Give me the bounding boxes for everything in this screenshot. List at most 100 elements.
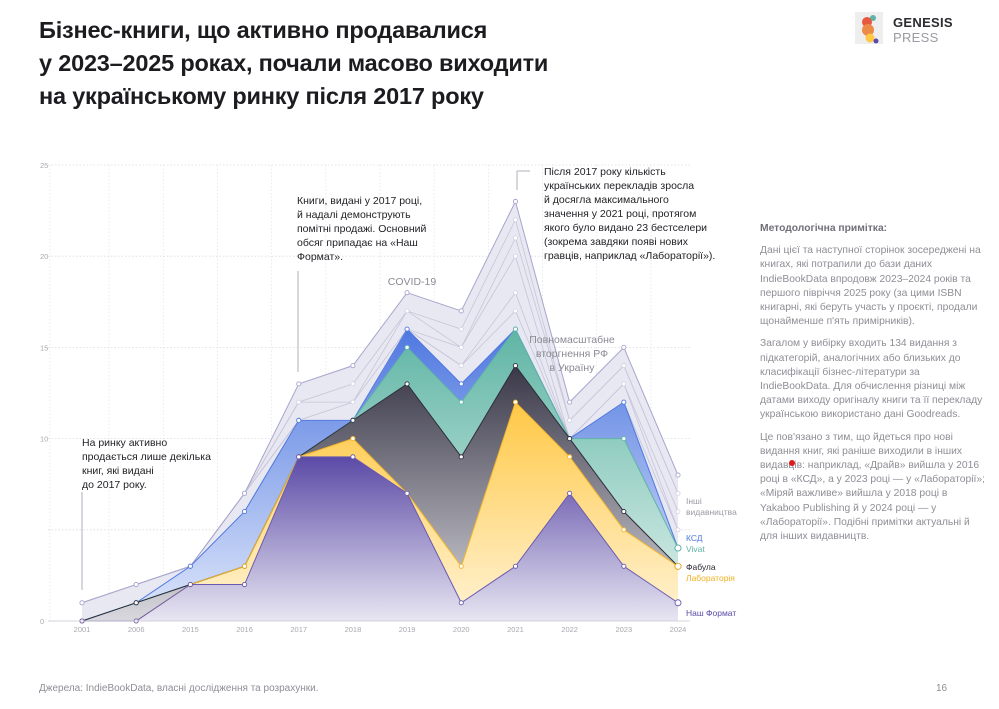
point-other-publisher [404,308,410,314]
line-Фабула [81,364,679,622]
point-Фабула [133,600,139,606]
genesis-press-logo: GENESIS PRESS [855,12,995,48]
point-other-publisher [621,363,627,368]
point-КСД [296,417,302,423]
point-Vivat [512,326,519,332]
annotation-line: продається лише декілька [82,451,211,463]
point-Інші видавництва [296,381,302,387]
legend-label-laboratoria: Лабораторія [686,573,735,583]
x-tick-label: 2006 [128,625,145,634]
x-tick-label: 2019 [399,625,416,634]
methodology-paragraph: Дані цієї та наступної сторінок зосередж… [760,245,981,328]
point-Лабораторія [350,436,356,442]
point-Фабула [621,509,627,515]
annotation-line: гравців, наприклад «Лабораторії»). [544,250,716,262]
point-Лабораторія [674,562,682,570]
point-КСД [458,381,464,387]
point-Фабула [512,363,519,369]
annotation-line: книг, які видані [82,465,154,477]
point-КСД [241,509,248,515]
lines [81,200,679,622]
annotation-line: обсяг припадає на «Наш [297,237,418,249]
point-Фабула [350,417,356,423]
annotation-line: Після 2017 року кількість [544,166,666,178]
annotation-covid: COVID-19 [387,276,437,288]
annotation-line: до 2017 року. [82,479,147,491]
points [79,198,682,624]
point-Наш Формат [241,581,248,588]
point-Інші видавництва [350,363,356,369]
point-Інші видавництва [675,472,681,478]
point-Інші видавництва [133,581,139,588]
logo-text-genesis: GENESIS [893,15,953,30]
point-Наш Формат [296,454,302,460]
point-other-publisher [458,345,464,350]
annotation-pre-2017: На ринку активно продається лише декільк… [82,436,211,492]
point-Інші видавництва [512,198,519,205]
x-tick-label: 2001 [74,625,91,634]
line-Інші видавництва [81,200,679,604]
x-tick-label: 2020 [453,625,470,634]
point-Наш Формат [567,490,573,496]
point-Інші видавництва [567,399,573,405]
page-number: 16 [936,683,948,694]
point-other-publisher [513,308,518,314]
title-line: Бізнес-книги, що активно продавалися [39,17,488,43]
point-other-publisher [350,399,356,405]
annotation-line: Повномасштабне [529,334,615,346]
annotation-line: українських перекладів зросла [544,180,695,192]
annotation-line: значення у 2021 році, протягом [544,208,697,220]
point-other-publisher [296,399,302,405]
point-Фабула [458,454,464,460]
annotation-2017: Книги, видані у 2017 році, й надалі демо… [297,194,426,264]
annotation-line: якого було видано 23 бестселери [544,222,708,234]
methodology-note: Методологічна примітка: Дані цієї та нас… [760,222,985,552]
annotation-line: На ринку активно [82,437,168,449]
point-other-publisher [621,381,627,387]
legend-label-vivat: Vivat [686,544,705,554]
x-tick-label: 2018 [345,625,362,634]
point-Наш Формат [404,490,410,496]
logo-text-press: PRESS [893,30,939,45]
axes: 0 10 15 20 25 2001 2006 2015 2016 2017 2018 2019 202… [40,161,690,634]
source-note: Джерела: IndieBookData, власні досліджен… [39,683,319,694]
y-tick-label: 10 [40,435,48,444]
x-tick-label: 2015 [182,625,199,634]
annotation-line: й досягла максимального [544,194,669,206]
methodology-paragraph: Загалом у вибірку входить 134 видання з … [760,338,983,421]
point-Лабораторія [458,563,464,569]
y-tick-label: 0 [40,617,44,626]
annotation-line: Книги, видані у 2017 році, [297,195,423,207]
annotation-line: помітні продажі. Основний [297,223,427,235]
genesis-dots-icon [855,12,883,44]
legend-label-fabula: Фабула [686,562,716,572]
annotation-line: й надалі демонструють [297,209,411,221]
point-Vivat [674,544,682,552]
legend-label-nash-format: Наш Формат [686,608,737,618]
point-Наш Формат [458,600,464,606]
point-other-publisher [513,253,518,259]
x-tick-label: 2017 [290,625,307,634]
point-other-publisher [513,235,518,241]
point-other-publisher [513,290,518,296]
point-КСД [621,399,627,405]
point-Лабораторія [621,527,627,533]
point-Інші видавництва [241,490,248,496]
methodology-paragraph: Це пов'язано з тим, що йдеться про нові … [760,431,985,543]
point-other-publisher [350,381,356,387]
x-tick-label: 2023 [615,625,632,634]
point-Vivat [458,399,464,405]
area-Наш Формат [82,456,678,621]
line-Наш Формат [82,456,679,622]
point-Наш Формат [350,454,356,460]
annotation-invasion: Повномасштабне вторгнення РФ в Україну [522,333,622,375]
point-Vivat [404,344,410,350]
point-Vivat [621,436,627,442]
point-Наш Формат [621,563,627,569]
point-other-publisher [567,418,572,423]
annotation-line: вторгнення РФ [535,348,609,360]
point-other-publisher [675,527,681,533]
x-tick-label: 2022 [561,625,578,634]
point-Інші видавництва [404,290,410,296]
annotation-2021: Після 2017 року кількість українських пе… [544,165,715,263]
